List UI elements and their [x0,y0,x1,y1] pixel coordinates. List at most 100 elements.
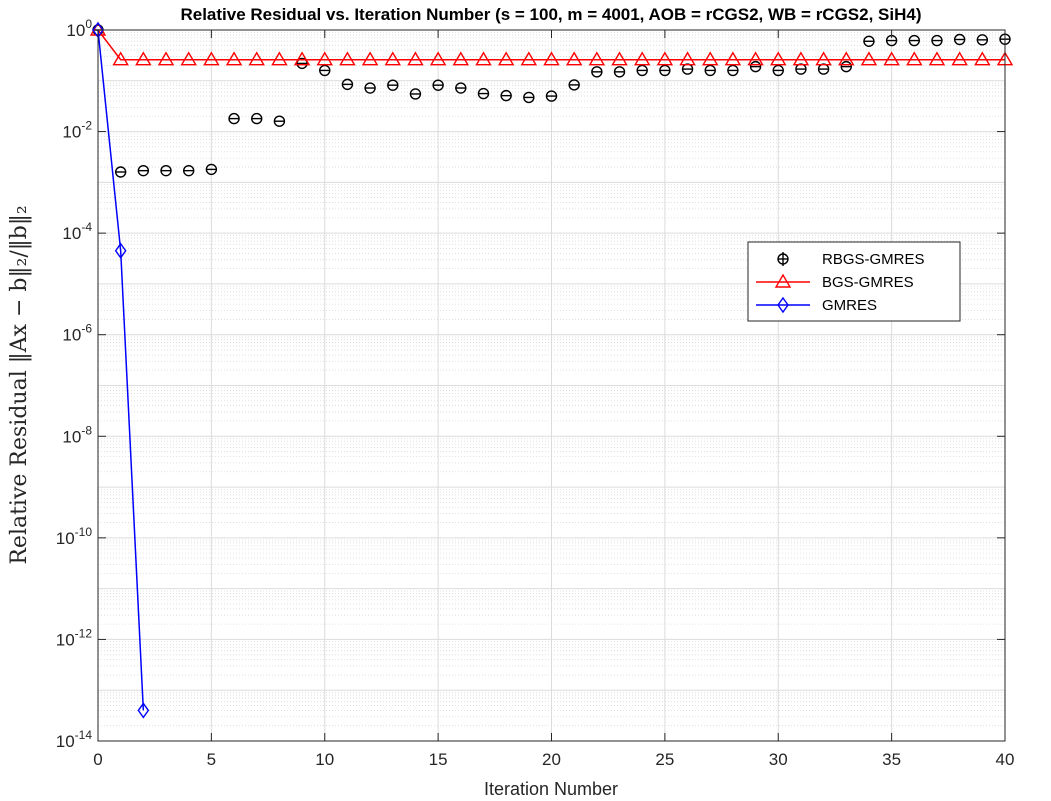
x-tick-label: 40 [996,750,1015,769]
data-point [477,87,490,100]
data-point [659,64,671,77]
data-point [976,34,989,46]
data-point [341,78,354,91]
series-layer [89,21,1014,719]
data-point [792,51,810,66]
data-point [523,91,535,104]
x-tick-label: 35 [882,750,901,769]
data-point [273,115,286,127]
series-rbgs-gmres [92,24,1011,178]
data-point [727,64,739,77]
data-point [339,51,356,66]
data-point [452,51,470,66]
data-point [114,166,127,178]
data-point [182,164,195,177]
legend-entry: GMRES [756,296,877,314]
data-point [613,66,626,78]
data-point [815,51,832,66]
data-point [702,51,719,66]
data-point [296,57,308,70]
data-point [205,163,218,176]
y-tick-label: 10-10 [56,525,93,548]
series-line [97,29,145,711]
x-axis-label: Iteration Number [484,779,618,799]
data-point [271,51,288,66]
data-point [928,51,946,66]
data-point [724,51,742,66]
y-tick-label: 10-2 [62,119,92,142]
legend-label: BGS-GMRES [822,274,914,291]
y-tick-label: 10-12 [56,626,93,649]
y-tick-label: 10-6 [62,322,92,345]
data-point [497,51,515,66]
data-point [429,51,447,66]
data-point [520,51,538,66]
x-tick-label: 15 [429,750,448,769]
x-tick-label: 25 [655,750,674,769]
data-point [704,64,716,77]
data-point [114,242,127,259]
data-point [475,51,492,66]
data-point [906,51,923,66]
data-point [838,51,855,66]
data-point [633,51,651,66]
x-tick-label: 5 [207,750,216,769]
legend-marker [777,296,789,314]
data-point [225,51,243,66]
data-point [840,60,852,73]
data-point [364,82,376,94]
data-point [407,51,424,66]
data-point [137,702,150,719]
legend-label: GMRES [822,297,877,314]
x-tick-label: 30 [769,750,788,769]
data-point [228,112,240,125]
series-line [97,29,1005,61]
series-bgs-gmres [89,21,1014,66]
data-point [679,51,696,66]
data-point [931,34,943,47]
data-point [137,164,150,177]
ticks: 0 5 10 15 20 25 30 35 40 10-14 10-12 10-10 10-8 10-6 1… [56,17,1015,769]
data-point [588,51,606,66]
y-tick-label: 10-14 [56,728,93,751]
data-point [112,51,129,66]
data-point [863,35,875,47]
legend-entry: BGS-GMRES [756,273,914,291]
data-point [455,82,467,94]
chart-title: Relative Residual vs. Iteration Number (… [180,5,921,24]
y-tick-label: 10-8 [62,423,92,446]
legend-marker [777,253,789,265]
y-axis-label: Relative Residual ‖Ax − b‖₂/‖b‖₂ [7,205,32,564]
x-tick-label: 20 [542,750,561,769]
data-point [251,112,263,125]
data-point [387,79,399,91]
x-tick-label: 10 [315,750,334,769]
data-point [500,89,512,102]
data-point [319,64,331,77]
data-point [361,51,379,66]
data-point [568,79,580,91]
data-point [953,33,966,46]
data-point [611,51,628,66]
x-tick-label: 0 [93,750,102,769]
data-point [157,51,175,66]
data-point [293,51,311,66]
data-point [432,79,444,91]
data-point [180,51,197,66]
data-point [384,51,401,66]
data-point [203,51,220,66]
data-point [543,51,560,66]
data-point [974,51,991,66]
data-point [316,51,333,66]
data-point [409,88,422,100]
data-point [749,60,762,73]
data-point [908,34,920,47]
data-point [248,51,265,66]
data-point [860,51,878,66]
data-point [636,64,648,77]
data-point [772,64,784,77]
y-tick-label: 100 [66,17,92,40]
data-point [951,51,968,66]
data-point [545,90,558,102]
